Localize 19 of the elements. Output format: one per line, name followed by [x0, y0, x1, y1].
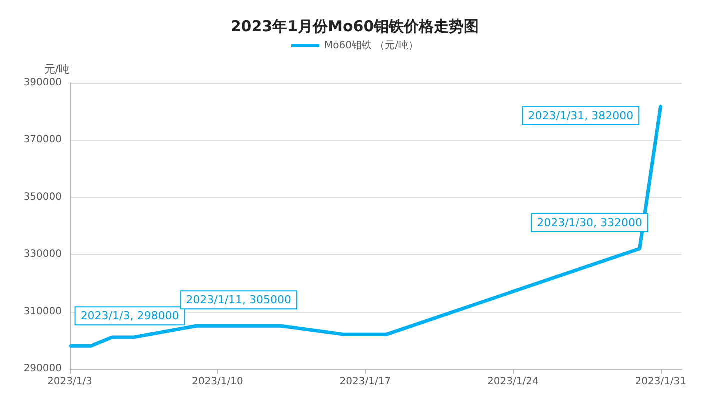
chart-title: 2023年1月份Mo60钼铁价格走势图 — [230, 18, 480, 36]
y-tick-label: 350000 — [24, 192, 62, 203]
y-tick-label: 330000 — [24, 249, 62, 260]
annotation: 2023/1/31, 382000 — [528, 109, 634, 122]
annotation: 2023/1/30, 332000 — [537, 216, 642, 230]
x-tick-label: 2023/1/17 — [340, 376, 392, 388]
y-tick-label: 290000 — [24, 364, 62, 374]
annotation: 2023/1/3, 298000 — [80, 310, 180, 323]
x-tick-label: 2023/1/31 — [635, 376, 687, 388]
x-tick-label: 2023/1/10 — [192, 376, 244, 388]
legend-label: Mo60钼铁 （元/吨） — [324, 40, 419, 52]
y-tick-label: 390000 — [24, 78, 62, 88]
x-tick-label: 2023/1/24 — [488, 376, 539, 388]
line-series — [68, 104, 663, 348]
y-axis-title: 元/吨 — [44, 63, 70, 76]
x-tick-label: 2023/1/3 — [48, 376, 92, 388]
annotation: 2023/1/11, 305000 — [186, 294, 292, 307]
y-tick-label: 370000 — [24, 134, 62, 146]
y-tick-label: 310000 — [24, 306, 62, 318]
